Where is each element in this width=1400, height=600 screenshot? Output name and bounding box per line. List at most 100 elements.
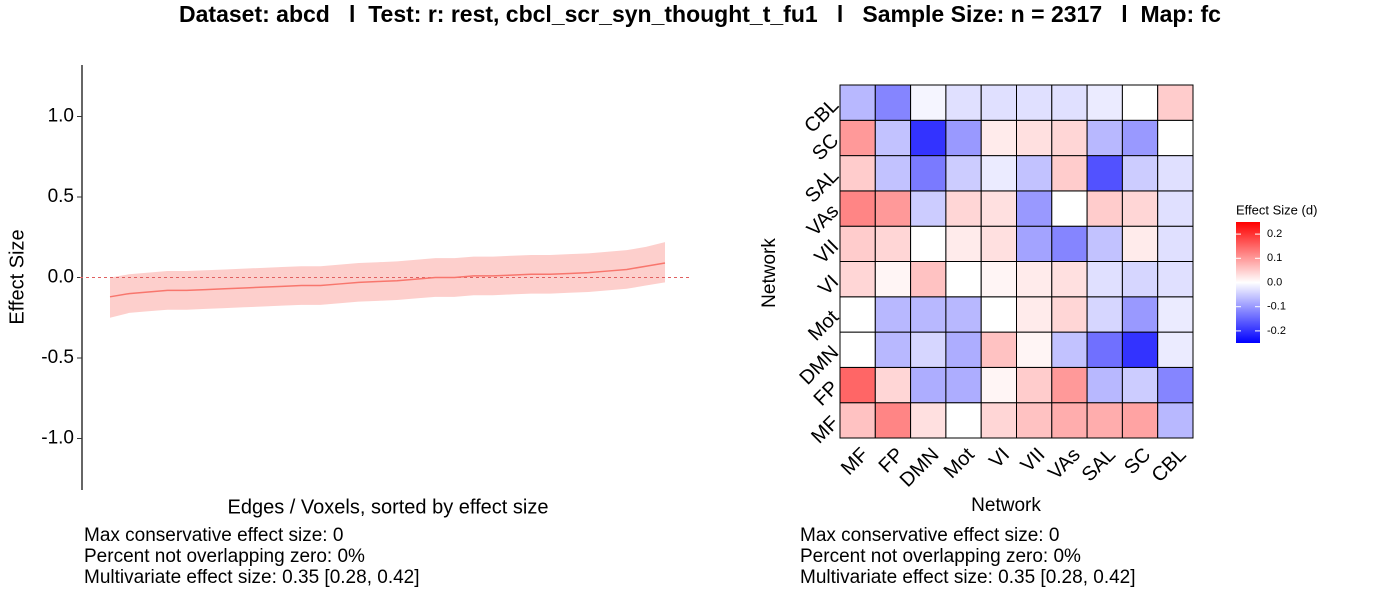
- heatmap-cell: [1016, 190, 1053, 227]
- y-tick-label: VAs: [803, 200, 843, 240]
- heatmap-cell: [1121, 119, 1159, 157]
- y-tick-label: -0.5: [41, 347, 74, 368]
- heatmap-cell: [980, 366, 1018, 404]
- heatmap-cell: [910, 84, 947, 121]
- y-tick-label: Mot: [804, 306, 843, 345]
- heatmap-cell: [839, 331, 876, 368]
- heatmap-cell: [910, 402, 947, 439]
- heatmap-cell: [874, 296, 912, 333]
- heatmap-cell: [980, 261, 1018, 298]
- y-tick-label: MF: [807, 412, 843, 448]
- x-axis-title: Network: [971, 495, 1041, 516]
- x-tick-label: VII: [1017, 444, 1050, 477]
- heatmap-cell: [1086, 402, 1123, 439]
- x-tick-label: SAL: [1078, 444, 1120, 486]
- heatmap-cell: [839, 225, 876, 262]
- y-tick-label: DMN: [796, 341, 844, 389]
- y-tick-label: -1.0: [41, 428, 74, 449]
- heatmap-cell: [910, 155, 947, 192]
- heatmap-cell: [839, 366, 876, 404]
- heatmap-cell: [839, 190, 876, 227]
- heatmap-cell: [839, 155, 876, 192]
- heatmap-cell: [980, 155, 1018, 192]
- heatmap-cell: [1121, 190, 1159, 227]
- heatmap-cell: [874, 84, 912, 121]
- heatmap-cell: [874, 190, 912, 227]
- heatmap-cell: [980, 119, 1018, 157]
- heatmap-cell: [839, 296, 876, 333]
- heatmap-cell: [1157, 225, 1194, 262]
- stat-annotation: Multivariate effect size: 0.35 [0.28, 0.…: [84, 567, 420, 588]
- heatmap-cell: [1051, 190, 1088, 227]
- heatmap-cell: [1016, 331, 1053, 368]
- heatmap-cell: [874, 402, 912, 439]
- heatmap-cell: [1121, 261, 1159, 298]
- heatmap-cell: [945, 366, 982, 404]
- y-tick-label: VII: [810, 236, 843, 269]
- heatmap-cell: [945, 402, 982, 439]
- heatmap-cell: [945, 261, 982, 298]
- heatmap-cell: [1121, 84, 1159, 121]
- heatmap-cell: [1086, 84, 1123, 121]
- heatmap-cell: [945, 84, 982, 121]
- heatmap-cell: [910, 225, 947, 262]
- heatmap-cell: [1016, 155, 1053, 192]
- x-tick-label: MF: [837, 444, 873, 480]
- colorbar-tick-label: 0.2: [1267, 228, 1282, 240]
- heatmap-cell: [874, 155, 912, 192]
- heatmap-cell: [1016, 225, 1053, 262]
- heatmap-cell: [945, 155, 982, 192]
- heatmap-cell: [945, 225, 982, 262]
- colorbar-tick-label: 0.0: [1267, 276, 1282, 288]
- heatmap-cell: [839, 261, 876, 298]
- heatmap-cell: [945, 190, 982, 227]
- stat-annotation: Max conservative effect size: 0: [84, 525, 343, 546]
- stat-annotation: Max conservative effect size: 0: [800, 525, 1059, 546]
- y-axis-title: Network: [759, 238, 780, 308]
- heatmap-cell: [1086, 331, 1123, 368]
- heatmap-cell: [1051, 402, 1088, 439]
- stat-annotation: Percent not overlapping zero: 0%: [800, 546, 1081, 567]
- heatmap-cell: [874, 119, 912, 157]
- heatmap-cell: [945, 119, 982, 157]
- heatmap-cell: [1051, 366, 1088, 404]
- heatmap-cell: [1016, 366, 1053, 404]
- heatmap-cell: [839, 119, 876, 157]
- heatmap-cell: [945, 331, 982, 368]
- y-tick-label: VI: [814, 271, 843, 300]
- y-axis-title: Effect Size: [6, 229, 28, 324]
- legend-title: Effect Size (d): [1236, 202, 1317, 217]
- heatmap-cell: [874, 261, 912, 298]
- heatmap-cell: [980, 190, 1018, 227]
- heatmap-cell: [980, 296, 1018, 333]
- heatmap-cell: [1086, 261, 1123, 298]
- heatmap-cell: [980, 402, 1018, 439]
- heatmap-cell: [1051, 261, 1088, 298]
- heatmap-cell: [874, 366, 912, 404]
- heatmap-cell: [945, 296, 982, 333]
- heatmap-cell: [1157, 190, 1194, 227]
- y-tick-label: 0.0: [48, 267, 74, 288]
- heatmap-cell: [1121, 331, 1159, 368]
- heatmap-cell: [910, 261, 947, 298]
- heatmap-cell: [1051, 225, 1088, 262]
- heatmap-cell: [1121, 225, 1159, 262]
- heatmap-cell: [980, 84, 1018, 121]
- heatmap-cell: [1157, 84, 1194, 121]
- heatmap-cell: [1051, 296, 1088, 333]
- x-tick-label: Mot: [940, 443, 979, 482]
- colorbar-tick-label: 0.1: [1267, 252, 1282, 264]
- colorbar-tick-label: -0.2: [1267, 325, 1286, 337]
- heatmap-cell: [980, 225, 1018, 262]
- heatmap-cell: [1016, 119, 1053, 157]
- effect-line: [109, 262, 666, 298]
- heatmap-cell: [1016, 296, 1053, 333]
- heatmap-cell: [980, 331, 1018, 368]
- heatmap-cell: [1086, 190, 1123, 227]
- heatmap-cell: [1157, 402, 1194, 439]
- x-tick-label: CBL: [1148, 444, 1191, 487]
- heatmap-cell: [1157, 155, 1194, 192]
- heatmap-cell: [1051, 84, 1088, 121]
- heatmap-cell: [839, 402, 876, 439]
